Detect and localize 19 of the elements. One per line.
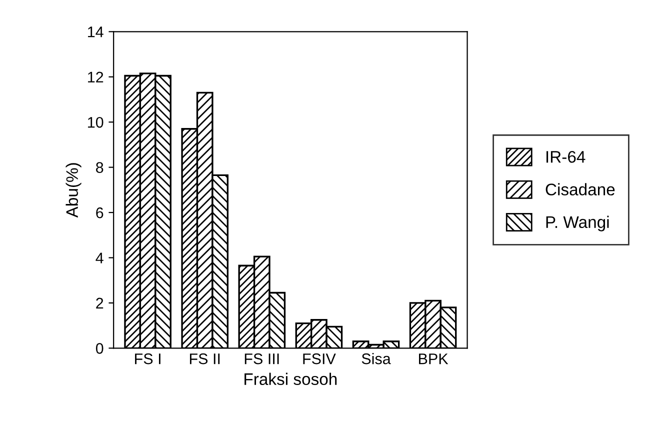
x-tick-label: BPK: [419, 354, 448, 364]
y-tick-label: 12: [88, 72, 104, 82]
legend-label: P. Wangi: [546, 216, 609, 232]
x-tick-label: Sisa: [362, 353, 391, 364]
x-axis-title: Fraksi sosoh: [244, 372, 337, 386]
y-axis-title: Abu(%): [66, 163, 82, 218]
y-tick-label: 10: [88, 116, 104, 128]
legend-label: IR-64: [546, 150, 586, 163]
x-tick-label: FS I: [135, 353, 160, 364]
y-tick-label: 2: [96, 298, 104, 308]
legend-label: Cisadane: [546, 183, 615, 196]
y-tick-label: 8: [96, 162, 104, 173]
y-tick-label: 6: [96, 207, 104, 218]
x-tick-label: FS III: [244, 353, 279, 364]
x-tick-label: FS II: [190, 353, 220, 364]
y-tick-label: 14: [88, 26, 104, 38]
x-tick-label: FSIV: [303, 353, 336, 364]
y-tick-label: 4: [96, 252, 104, 264]
y-tick-label: 0: [96, 343, 104, 354]
